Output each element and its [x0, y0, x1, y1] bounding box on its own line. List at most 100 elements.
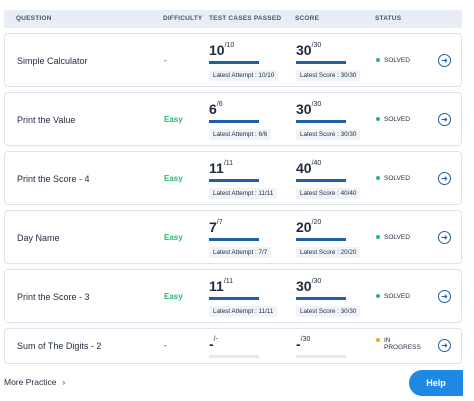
- status-dot: [376, 235, 380, 239]
- score-total: /40: [311, 160, 322, 167]
- tests-progress-bar: [209, 179, 259, 182]
- status-dot: [376, 176, 380, 180]
- latest-attempt: Latest Attempt : 11/11: [209, 188, 278, 199]
- score-metric: -/30: [296, 336, 346, 358]
- table-row[interactable]: Print the Value Easy 6/6 Latest Attempt …: [4, 92, 462, 146]
- difficulty-badge: -: [164, 341, 167, 350]
- more-practice-label: More Practice: [4, 377, 57, 387]
- tests-metric: 7/7 Latest Attempt : 7/7: [209, 219, 272, 259]
- latest-attempt: Latest Attempt : 10/10: [209, 70, 279, 81]
- score-progress-bar: [296, 120, 346, 123]
- score-value: 30: [296, 42, 312, 58]
- table-row[interactable]: Print the Score - 3 Easy 11/11 Latest At…: [4, 269, 462, 323]
- tests-passed: 11: [209, 278, 224, 294]
- status-text: SOLVED: [384, 234, 410, 241]
- table-row[interactable]: Print the Score - 4 Easy 11/11 Latest At…: [4, 151, 462, 205]
- score-metric: 30/30 Latest Score : 30/30: [296, 101, 361, 141]
- arrow-right-circle-icon[interactable]: ➜: [438, 113, 451, 126]
- score-total: /30: [311, 42, 322, 49]
- difficulty-badge: Easy: [164, 174, 183, 183]
- arrow-right-circle-icon[interactable]: ➜: [438, 54, 451, 67]
- status-badge: SOLVED: [376, 57, 410, 64]
- question-name[interactable]: Day Name: [17, 233, 60, 243]
- score-total: /30: [300, 336, 311, 343]
- latest-score: Latest Score : 30/30: [296, 306, 361, 317]
- score-progress-bar: [296, 61, 346, 64]
- latest-score: Latest Score : 40/40: [296, 188, 361, 199]
- tests-total: /10: [224, 42, 235, 49]
- score-progress-bar: [296, 297, 346, 300]
- arrow-right-circle-icon[interactable]: ➜: [438, 231, 451, 244]
- question-name[interactable]: Print the Score - 3: [17, 292, 90, 302]
- tests-passed: 6: [209, 101, 217, 117]
- latest-score: Latest Score : 30/30: [296, 129, 361, 140]
- status-text: SOLVED: [384, 57, 410, 64]
- arrow-right-circle-icon[interactable]: ➜: [438, 339, 451, 352]
- chevron-right-icon: ›: [62, 378, 66, 387]
- latest-attempt: Latest Attempt : 11/11: [209, 306, 278, 317]
- status-dot: [376, 117, 380, 121]
- score-total: /30: [311, 278, 322, 285]
- status-text: SOLVED: [384, 293, 410, 300]
- arrow-right-circle-icon[interactable]: ➜: [438, 290, 451, 303]
- score-metric: 30/30 Latest Score : 30/30: [296, 278, 361, 318]
- header-score: SCORE: [295, 15, 320, 22]
- status-badge: SOLVED: [376, 116, 410, 123]
- question-name[interactable]: Sum of The Digits - 2: [17, 341, 102, 351]
- tests-total: /11: [223, 278, 234, 285]
- tests-metric: 11/11 Latest Attempt : 11/11: [209, 278, 278, 318]
- score-value: 40: [296, 160, 312, 176]
- table-header: QUESTION DIFFICULTY TEST CASES PASSED SC…: [4, 10, 462, 28]
- tests-total: /11: [223, 160, 234, 167]
- score-metric: 20/20 Latest Score : 20/20: [296, 219, 361, 259]
- table-row[interactable]: Simple Calculator - 10/10 Latest Attempt…: [4, 33, 462, 87]
- status-text: SOLVED: [384, 175, 410, 182]
- arrow-right-circle-icon[interactable]: ➜: [438, 172, 451, 185]
- difficulty-badge: Easy: [164, 233, 183, 242]
- status-dot: [376, 338, 380, 342]
- score-metric: 30/30 Latest Score : 30/30: [296, 42, 361, 82]
- header-difficulty: DIFFICULTY: [163, 15, 203, 22]
- tests-passed: -: [209, 336, 214, 352]
- status-dot: [376, 294, 380, 298]
- tests-total: /-: [213, 336, 218, 343]
- tests-total: /7: [216, 219, 223, 226]
- score-value: 20: [296, 219, 312, 235]
- score-progress-bar: [296, 238, 346, 241]
- question-name[interactable]: Print the Score - 4: [17, 174, 90, 184]
- tests-metric: 10/10 Latest Attempt : 10/10: [209, 42, 279, 82]
- status-dot: [376, 58, 380, 62]
- status-badge: SOLVED: [376, 293, 410, 300]
- tests-passed: 11: [209, 160, 224, 176]
- score-progress-bar: [296, 179, 346, 182]
- tests-passed: 10: [209, 42, 225, 58]
- difficulty-badge: Easy: [164, 115, 183, 124]
- score-total: /30: [311, 101, 322, 108]
- header-status: STATUS: [375, 15, 402, 22]
- difficulty-badge: Easy: [164, 292, 183, 301]
- more-practice-link[interactable]: More Practice ›: [4, 377, 65, 387]
- score-total: /20: [311, 219, 322, 226]
- question-name[interactable]: Simple Calculator: [17, 56, 88, 66]
- header-test-cases: TEST CASES PASSED: [209, 15, 282, 22]
- status-badge: IN PROGRESS: [376, 337, 421, 351]
- tests-progress-bar: [209, 238, 259, 241]
- score-value: 30: [296, 278, 312, 294]
- header-question: QUESTION: [16, 15, 52, 22]
- table-row[interactable]: Sum of The Digits - 2 - -/- -/30 IN PROG…: [4, 328, 462, 364]
- tests-total: /6: [216, 101, 223, 108]
- status-text: SOLVED: [384, 116, 410, 123]
- tests-progress-bar: [209, 297, 259, 300]
- difficulty-badge: -: [164, 56, 167, 65]
- status-badge: SOLVED: [376, 234, 410, 241]
- tests-metric: -/-: [209, 336, 259, 358]
- latest-score: Latest Score : 30/30: [296, 70, 361, 81]
- tests-progress-bar: [209, 61, 259, 64]
- score-metric: 40/40 Latest Score : 40/40: [296, 160, 361, 200]
- latest-attempt: Latest Attempt : 7/7: [209, 247, 272, 258]
- table-row[interactable]: Day Name Easy 7/7 Latest Attempt : 7/7 2…: [4, 210, 462, 264]
- help-button[interactable]: Help: [409, 370, 463, 396]
- question-name[interactable]: Print the Value: [17, 115, 76, 125]
- latest-score: Latest Score : 20/20: [296, 247, 361, 258]
- tests-passed: 7: [209, 219, 217, 235]
